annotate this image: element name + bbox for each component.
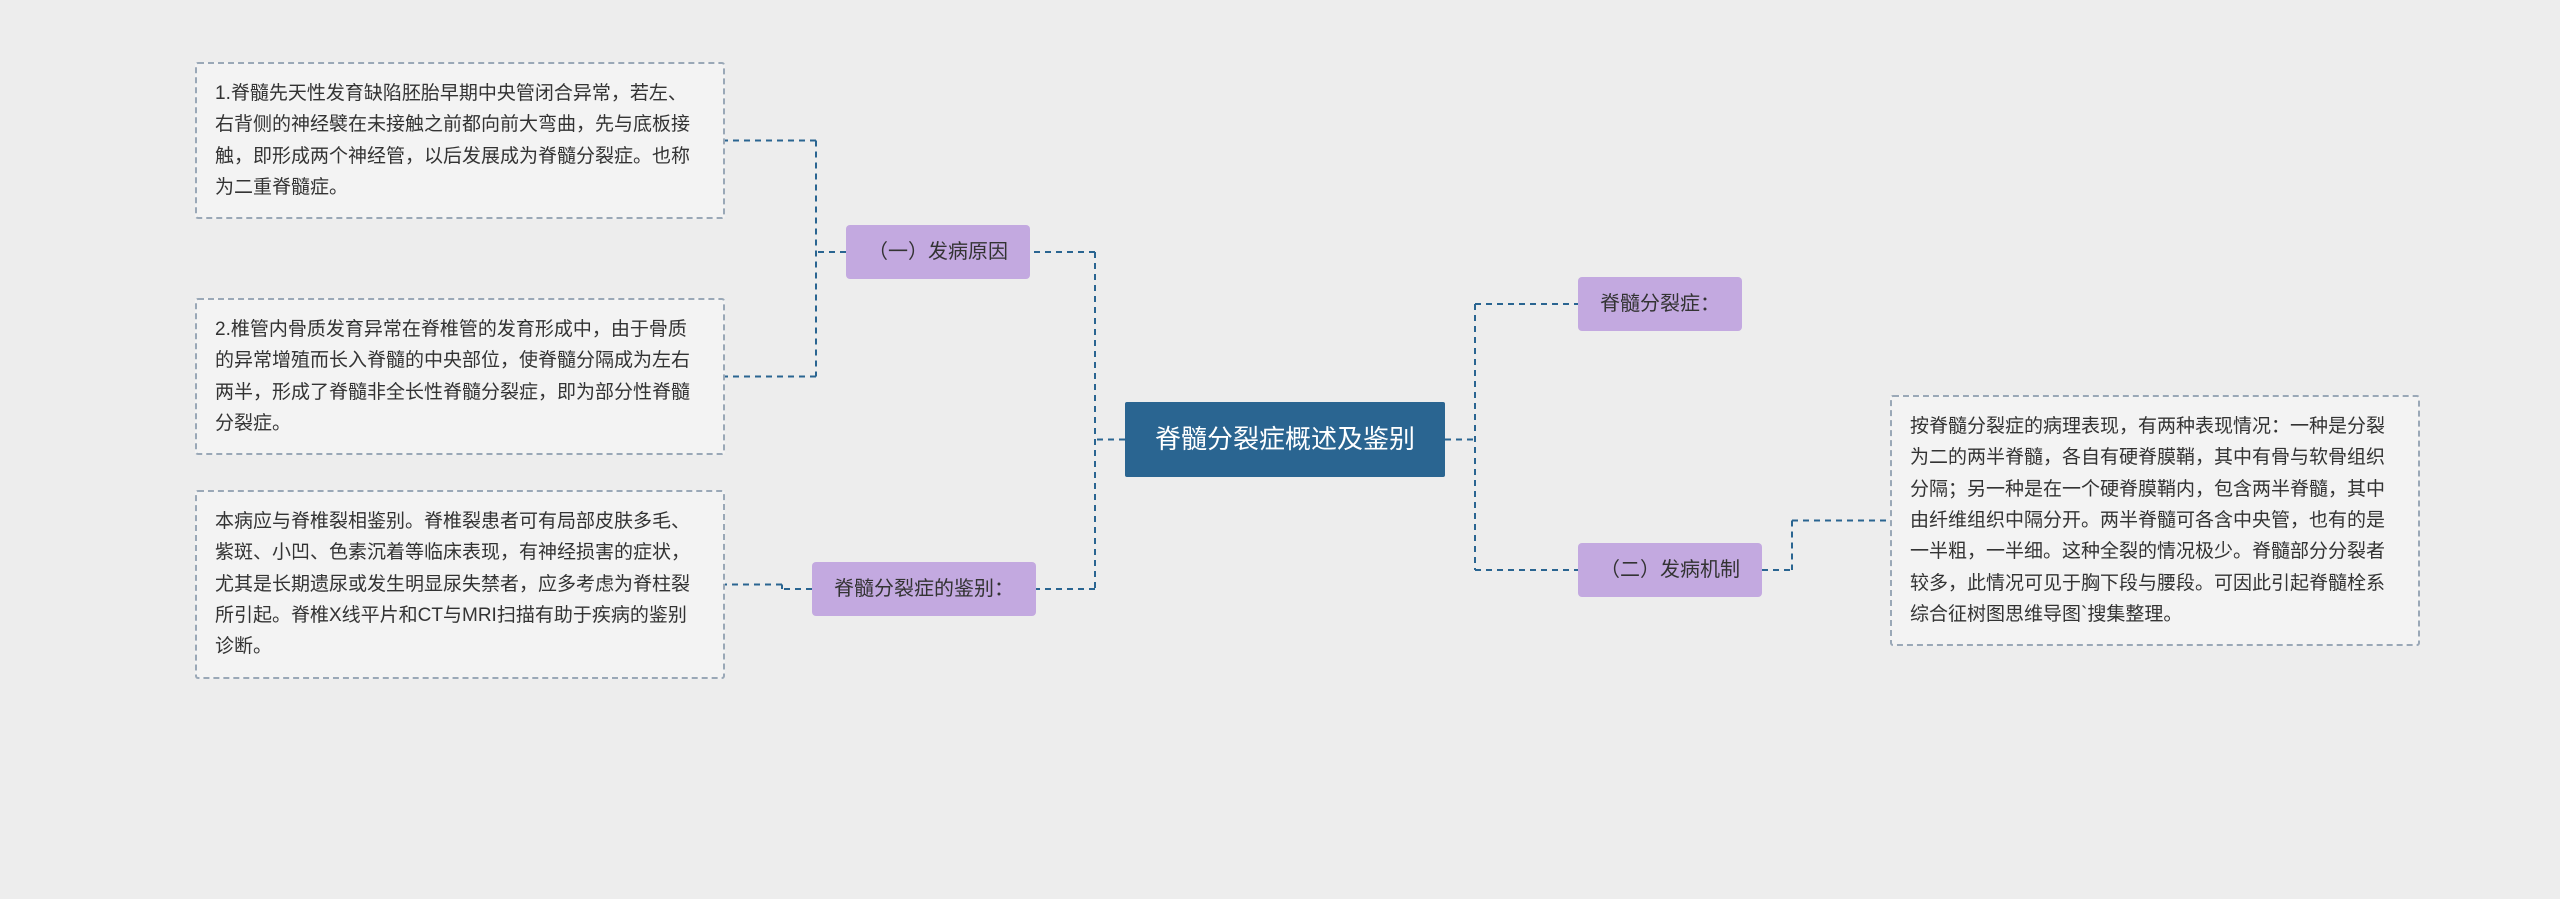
- l-leaf-2: 2.椎管内骨质发育异常在脊椎管的发育形成中，由于骨质的异常增殖而长入脊髓的中央部…: [195, 298, 725, 455]
- l-leaf-3: 本病应与脊椎裂相鉴别。脊椎裂患者可有局部皮肤多毛、紫斑、小凹、色素沉着等临床表现…: [195, 490, 725, 679]
- root-node: 脊髓分裂症概述及鉴别: [1125, 402, 1445, 477]
- l-branch-2: 脊髓分裂症的鉴别：: [812, 562, 1036, 616]
- l-branch-1: （一）发病原因: [846, 225, 1030, 279]
- r-branch-2: （二）发病机制: [1578, 543, 1762, 597]
- r-leaf-1: 按脊髓分裂症的病理表现，有两种表现情况：一种是分裂为二的两半脊髓，各自有硬脊膜鞘…: [1890, 395, 2420, 646]
- l-leaf-1: 1.脊髓先天性发育缺陷胚胎早期中央管闭合异常，若左、右背侧的神经襞在未接触之前都…: [195, 62, 725, 219]
- r-branch-1: 脊髓分裂症：: [1578, 277, 1742, 331]
- mindmap-canvas: 脊髓分裂症概述及鉴别 （一）发病原因 1.脊髓先天性发育缺陷胚胎早期中央管闭合异常，…: [0, 0, 2560, 899]
